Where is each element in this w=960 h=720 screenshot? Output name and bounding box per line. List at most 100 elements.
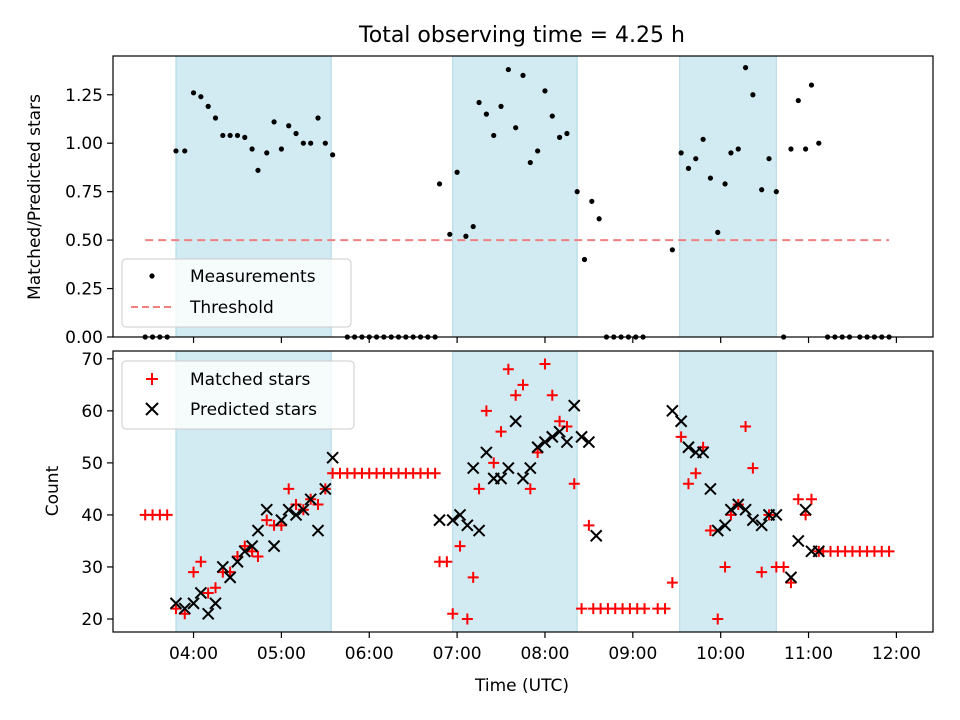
matched-star-point xyxy=(690,467,702,479)
matched-star-point xyxy=(188,566,200,578)
top-y-axis-label: Matched/Predicted stars xyxy=(25,94,45,300)
predicted-star-point xyxy=(812,545,825,558)
predicted-star-point xyxy=(524,461,537,475)
x-tick-label: 08:00 xyxy=(520,644,569,664)
measurement-point xyxy=(557,134,563,140)
measurement-point xyxy=(581,256,588,263)
predicted-star-point xyxy=(289,508,303,522)
predicted-star-point xyxy=(209,597,222,610)
predicted-star-point xyxy=(575,430,588,444)
bottom-x-axis-ticks: 04:00 05:00 06:00 07:00 08:00 09:00 10:00 11:00… xyxy=(169,632,921,664)
predicted-star-point xyxy=(178,602,191,615)
measurement-point xyxy=(742,65,749,71)
matched-star-point xyxy=(488,457,500,469)
matched-star-point xyxy=(252,551,264,563)
matched-star-point xyxy=(659,603,671,615)
measurement-point xyxy=(766,156,772,162)
predicted-star-point xyxy=(516,472,530,485)
measurement-point xyxy=(722,181,728,187)
top-y-tick-label: 1.00 xyxy=(65,134,103,154)
measurement-point xyxy=(227,132,233,139)
measurement-point xyxy=(788,146,794,152)
measurement-point xyxy=(491,132,497,139)
predicted-star-point xyxy=(467,461,480,475)
measurement-point xyxy=(728,150,734,156)
measurement-point xyxy=(513,125,519,131)
matched-star-point xyxy=(195,556,207,568)
predicted-star-point xyxy=(666,404,679,418)
predicted-star-point xyxy=(275,513,288,527)
measurement-point xyxy=(498,103,504,109)
predicted-star-point xyxy=(461,519,474,532)
top-legend: Measurements Threshold xyxy=(121,258,352,328)
measurement-point xyxy=(505,66,511,73)
matched-star-point xyxy=(805,493,817,505)
top-y-tick-label: 0.00 xyxy=(65,328,103,348)
matched-star-point xyxy=(666,577,678,589)
matched-star-point xyxy=(467,571,479,583)
predicted-star-point xyxy=(223,571,237,584)
measurement-point xyxy=(816,140,822,146)
matched-star-point xyxy=(740,420,752,432)
matched-star-point xyxy=(202,587,214,599)
predicted-star-point xyxy=(792,534,805,548)
measurement-point xyxy=(308,140,314,146)
top-axes-frame xyxy=(112,55,934,338)
measurement-point xyxy=(520,72,526,78)
predicted-star-point xyxy=(453,508,467,522)
predicted-star-point xyxy=(282,503,295,516)
predicted-star-point xyxy=(682,441,695,454)
bottom-y-tick-label: 30 xyxy=(81,558,103,578)
matched-star-point xyxy=(639,603,651,615)
measurement-point xyxy=(454,169,460,175)
predicted-star-point xyxy=(746,513,760,527)
legend-matched-label: Matched stars xyxy=(190,370,310,390)
matched-star-point xyxy=(261,514,273,526)
predicted-star-point xyxy=(696,446,710,459)
matched-star-point xyxy=(275,519,287,531)
matched-star-point xyxy=(224,566,236,578)
x-tick-label: 11:00 xyxy=(784,644,833,664)
predicted-star-point xyxy=(267,539,281,553)
top-y-tick-label: 0.25 xyxy=(65,280,103,300)
matched-star-point xyxy=(231,551,243,563)
bottom-y-tick-label: 70 xyxy=(81,350,103,370)
legend-measurements-label: Measurements xyxy=(190,267,316,287)
measurement-point xyxy=(173,148,179,154)
matched-star-point xyxy=(210,582,221,594)
predicted-star-point xyxy=(194,586,208,600)
predicted-star-point xyxy=(326,451,339,464)
x-tick-label: 12:00 xyxy=(872,644,921,664)
measurement-point xyxy=(527,159,533,166)
measurement-point xyxy=(198,94,204,100)
measurement-point xyxy=(542,88,548,94)
measurement-point xyxy=(190,90,197,96)
measurement-point xyxy=(669,247,675,253)
predicted-star-point xyxy=(187,597,200,610)
predicted-star-point xyxy=(169,597,183,610)
x-tick-label: 09:00 xyxy=(608,644,657,664)
legend-measurements-marker xyxy=(149,273,155,279)
shaded-interval xyxy=(679,350,777,633)
measurement-point xyxy=(322,140,328,146)
predicted-star-point xyxy=(260,503,273,516)
predicted-star-point xyxy=(560,435,574,449)
top-shaded-intervals xyxy=(175,55,777,338)
x-tick-label: 05:00 xyxy=(257,644,306,664)
matched-star-point xyxy=(561,420,573,432)
predicted-star-point xyxy=(297,503,310,516)
measurement-point xyxy=(574,189,580,195)
measurement-point xyxy=(463,233,469,239)
predicted-star-point xyxy=(216,560,230,574)
measurement-point xyxy=(750,92,756,98)
predicted-star-point xyxy=(201,607,215,620)
matched-star-point xyxy=(756,566,768,578)
matched-star-point xyxy=(283,483,295,495)
measurement-point xyxy=(264,150,270,156)
bottom-y-tick-label: 60 xyxy=(81,402,103,422)
legend-threshold-label: Threshold xyxy=(189,298,274,318)
measurement-point xyxy=(234,132,241,139)
x-tick-label: 04:00 xyxy=(169,644,218,664)
measurement-point xyxy=(330,152,336,158)
predicted-star-point xyxy=(568,399,581,412)
